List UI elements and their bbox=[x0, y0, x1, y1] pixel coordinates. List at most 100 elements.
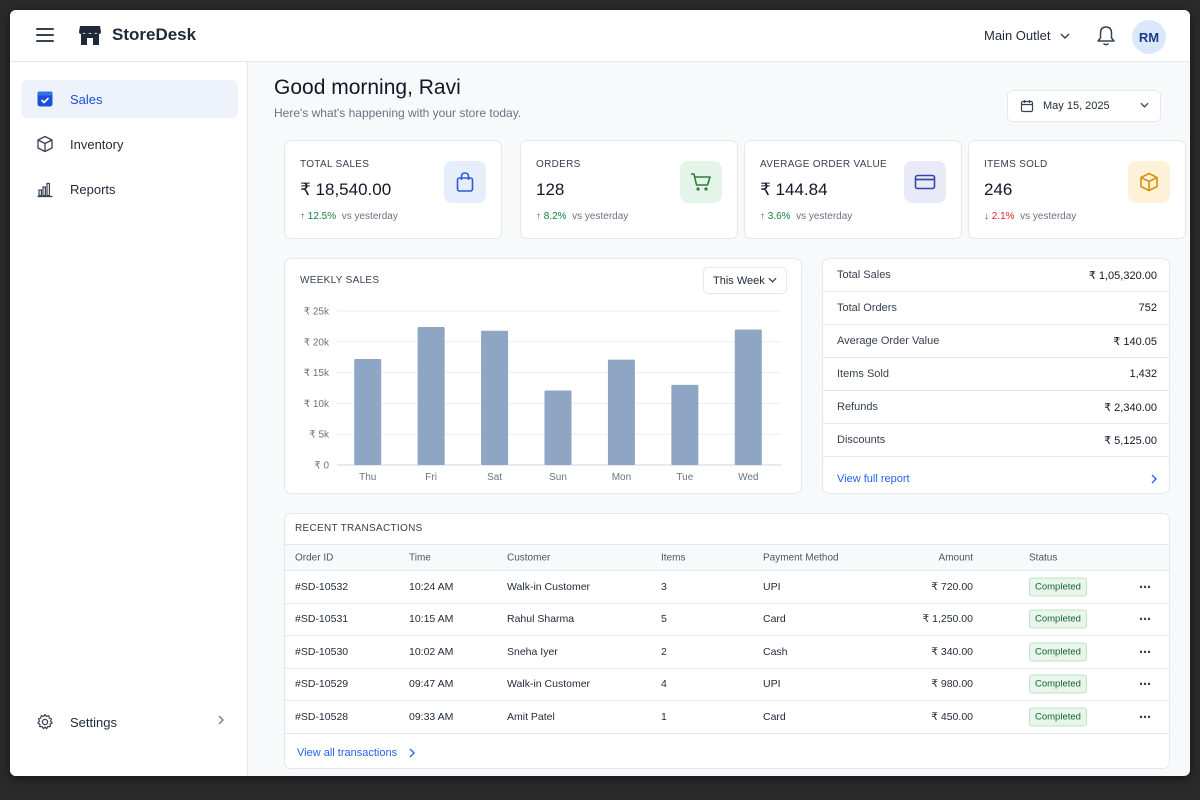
chart-bar-tue[interactable] bbox=[671, 384, 699, 465]
summary-value: ₹ 140.05 bbox=[1113, 335, 1157, 348]
order-items: 2 bbox=[661, 645, 667, 658]
arrow-down-icon: ↓ bbox=[984, 211, 989, 222]
more-options-icon[interactable]: ⋯ bbox=[1139, 677, 1152, 692]
order-time: 10:15 AM bbox=[409, 613, 454, 626]
table-row[interactable]: #SD-10528 09:33 AM Amit Patel 1 Card ₹ 4… bbox=[285, 701, 1169, 734]
chart-title: WEEKLY SALES bbox=[300, 275, 380, 286]
table-row[interactable]: #SD-10530 10:02 AM Sneha Iyer 2 Cash ₹ 3… bbox=[285, 636, 1169, 669]
kpi-label: ITEMS SOLD bbox=[984, 159, 1048, 170]
kpi-label: TOTAL SALES bbox=[300, 159, 370, 170]
view-all-transactions-link[interactable]: View all transactions bbox=[297, 747, 416, 759]
bell-icon[interactable] bbox=[1096, 25, 1116, 47]
order-customer: Walk-in Customer bbox=[507, 678, 591, 691]
chart-bar-fri[interactable] bbox=[417, 327, 445, 465]
sidebar-item-label: Settings bbox=[70, 714, 117, 730]
credit-card-icon bbox=[914, 174, 936, 190]
order-customer: Walk-in Customer bbox=[507, 580, 591, 593]
kpi-icon-box bbox=[444, 161, 486, 203]
summary-row: Average Order Value ₹ 140.05 bbox=[823, 325, 1169, 358]
order-time: 09:33 AM bbox=[409, 710, 454, 723]
column-header: Status bbox=[1029, 552, 1058, 563]
summary-value: 1,432 bbox=[1129, 368, 1157, 380]
status-badge-label: Completed bbox=[1029, 609, 1087, 629]
date-picker[interactable]: May 15, 2025 bbox=[1007, 90, 1161, 122]
kpi-label: AVERAGE ORDER VALUE bbox=[760, 159, 888, 170]
box-icon bbox=[36, 135, 54, 153]
chevron-down-icon bbox=[768, 277, 777, 283]
sidebar-item-sales[interactable]: Sales bbox=[21, 80, 238, 118]
arrow-up-icon: ↑ bbox=[300, 211, 305, 222]
kpi-delta: ↑ 8.2% vs yesterday bbox=[536, 211, 628, 222]
x-tick-label: Wed bbox=[738, 472, 758, 483]
summary-row: Total Orders 752 bbox=[823, 292, 1169, 325]
status-badge: Completed bbox=[1029, 707, 1087, 727]
sales-icon bbox=[36, 90, 54, 108]
order-id: #SD-10529 bbox=[295, 678, 349, 691]
order-items: 3 bbox=[661, 580, 667, 593]
chevron-right-icon bbox=[218, 715, 224, 725]
order-customer: Amit Patel bbox=[507, 710, 555, 723]
kpi-value: ₹ 18,540.00 bbox=[300, 180, 392, 199]
view-all-transactions-label: View all transactions bbox=[297, 747, 398, 759]
summary-value: 752 bbox=[1138, 302, 1157, 314]
chart-bar-sat[interactable] bbox=[481, 330, 509, 465]
sidebar-item-settings[interactable]: Settings bbox=[21, 703, 238, 741]
order-payment: Card bbox=[763, 613, 786, 626]
order-id: #SD-10528 bbox=[295, 710, 349, 723]
summary-row: Discounts ₹ 5,125.00 bbox=[823, 424, 1169, 457]
hamburger-menu-icon[interactable] bbox=[36, 28, 54, 42]
view-full-report-label: View full report bbox=[837, 472, 910, 485]
sidebar-item-inventory[interactable]: Inventory bbox=[21, 125, 238, 163]
chart-bar-sun[interactable] bbox=[544, 390, 572, 465]
summary-value: ₹ 2,340.00 bbox=[1104, 401, 1157, 414]
kpi-delta-value: 2.1% bbox=[991, 211, 1015, 222]
kpi-delta-value: 3.6% bbox=[767, 211, 791, 222]
chart-bar-mon[interactable] bbox=[607, 359, 635, 465]
sidebar-item-reports[interactable]: Reports bbox=[21, 170, 238, 208]
sidebar-item-label: Sales bbox=[70, 91, 103, 107]
summary-row: Refunds ₹ 2,340.00 bbox=[823, 391, 1169, 424]
y-tick-label: ₹ 0 bbox=[314, 461, 329, 472]
chart-bar-wed[interactable] bbox=[734, 329, 762, 465]
outlet-selector[interactable]: Main Outlet bbox=[984, 28, 1070, 43]
range-selector[interactable]: This Week bbox=[703, 267, 787, 294]
chevron-right-icon bbox=[409, 748, 416, 758]
more-options-icon[interactable]: ⋯ bbox=[1139, 644, 1152, 659]
weekly-sales-card: WEEKLY SALES This Week ₹ 0 ₹ 5k ₹ 10k ₹ 15k… bbox=[284, 258, 802, 494]
arrow-up-icon: ↑ bbox=[536, 211, 541, 222]
summary-value: ₹ 1,05,320.00 bbox=[1088, 269, 1157, 282]
more-options-icon[interactable]: ⋯ bbox=[1139, 612, 1152, 627]
summary-label: Discounts bbox=[837, 434, 886, 446]
top-bar: StoreDesk Main Outlet RM bbox=[10, 10, 1190, 62]
x-tick-label: Sun bbox=[549, 472, 567, 483]
range-label: This Week bbox=[713, 274, 765, 287]
package-icon bbox=[1140, 172, 1158, 192]
table-row[interactable]: #SD-10531 10:15 AM Rahul Sharma 5 Card ₹… bbox=[285, 604, 1169, 636]
summary-row: Total Sales ₹ 1,05,320.00 bbox=[823, 259, 1169, 292]
y-tick-label: ₹ 20k bbox=[304, 337, 330, 348]
chart-bar-thu[interactable] bbox=[354, 359, 382, 465]
table-row[interactable]: #SD-10532 10:24 AM Walk-in Customer 3 UP… bbox=[285, 571, 1169, 604]
kpi-card-orders: ORDERS 128 ↑ 8.2% vs yesterday bbox=[520, 140, 738, 239]
kpi-icon-box bbox=[680, 161, 722, 203]
status-badge-label: Completed bbox=[1029, 577, 1087, 597]
user-avatar[interactable]: RM bbox=[1132, 20, 1166, 54]
order-payment: UPI bbox=[763, 678, 781, 691]
column-header: Items bbox=[661, 552, 686, 563]
kpi-icon-box bbox=[904, 161, 946, 203]
status-badge-label: Completed bbox=[1029, 674, 1087, 694]
status-badge: Completed bbox=[1029, 609, 1087, 629]
x-tick-label: Mon bbox=[612, 472, 631, 483]
weekly-sales-chart: ₹ 0 ₹ 5k ₹ 10k ₹ 15k ₹ 20k ₹ 25k Thu Fri Sat Sun M… bbox=[304, 307, 781, 483]
table-row[interactable]: #SD-10529 09:47 AM Walk-in Customer 4 UP… bbox=[285, 669, 1169, 701]
kpi-value: ₹ 144.84 bbox=[760, 180, 828, 199]
kpi-card-items-sold: ITEMS SOLD 246 ↓ 2.1% vs yesterday bbox=[968, 140, 1186, 239]
view-full-report-link[interactable]: View full report bbox=[823, 462, 1169, 493]
x-tick-label: Fri bbox=[425, 472, 437, 483]
more-options-icon[interactable]: ⋯ bbox=[1139, 709, 1152, 724]
store-logo-icon bbox=[79, 26, 101, 45]
kpi-card-total-sales: TOTAL SALES ₹ 18,540.00 ↑ 12.5% vs yeste… bbox=[284, 140, 502, 239]
more-options-icon[interactable]: ⋯ bbox=[1139, 579, 1152, 594]
kpi-value: 246 bbox=[984, 180, 1013, 199]
column-header: Payment Method bbox=[763, 552, 839, 563]
